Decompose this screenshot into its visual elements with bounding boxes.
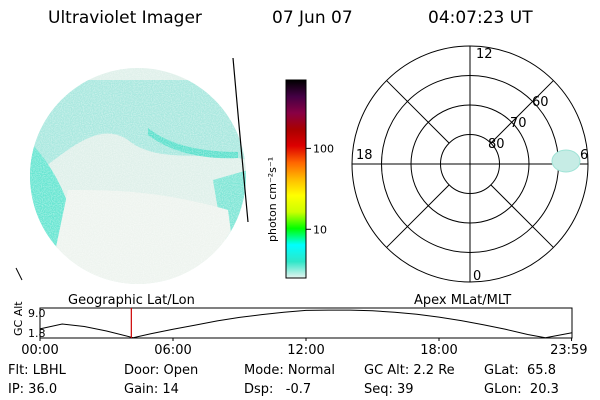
mlt-spoke <box>490 80 554 144</box>
geographic-caption: Geographic Lat/Lon <box>68 293 195 308</box>
limb-tick <box>15 267 23 281</box>
altitude-frame <box>39 307 573 339</box>
limb-line <box>232 57 249 223</box>
lat-label: 70 <box>510 116 527 131</box>
status-field: GLat: 65.8 <box>484 363 556 378</box>
status-field: Door: Open <box>124 363 199 378</box>
y-axis-label: GC Alt <box>12 301 25 336</box>
x-tick-label: 23:59 <box>550 343 587 356</box>
altitude-line <box>39 309 573 339</box>
auroral-image <box>15 57 249 284</box>
x-tick-label: 06:00 <box>154 343 191 356</box>
time-label: 04:07:23 UT <box>428 8 533 28</box>
colorbar-tick-label: 100 <box>313 142 334 155</box>
lat-label: 60 <box>532 95 549 110</box>
status-field: Flt: LBHL <box>8 363 66 378</box>
colorbar-tick-label: 10 <box>313 223 327 236</box>
mlt-spoke <box>490 184 554 248</box>
status-field: GLon: 20.3 <box>484 382 559 397</box>
status-field: Dsp: -0.7 <box>244 382 312 397</box>
mlt-label: 0 <box>473 269 481 284</box>
x-tick-label: 12:00 <box>287 343 324 356</box>
y-tick-label: 1.8 <box>28 327 46 340</box>
x-tick-label: 00:00 <box>21 343 58 356</box>
instrument-title: Ultraviolet Imager <box>48 8 202 28</box>
colorbar-unit-label: photon cm⁻²s⁻¹ <box>266 157 279 242</box>
mlt-label: 6 <box>580 148 588 163</box>
y-tick-label: 9.0 <box>28 307 46 320</box>
mlt-label: 18 <box>356 148 373 163</box>
status-field: Seq: 39 <box>364 382 414 397</box>
status-field: Gain: 14 <box>124 382 179 397</box>
date-label: 07 Jun 07 <box>272 8 353 28</box>
status-field: GC Alt: 2.2 Re <box>364 363 455 378</box>
mlt-spoke <box>386 184 450 248</box>
noise-texture <box>30 68 246 284</box>
apex-caption: Apex MLat/MLT <box>414 293 512 308</box>
altitude-chart: GC Alt 9.0 1.8 00:00 06:00 12:00 18:00 23:59 <box>12 301 588 356</box>
status-field: Mode: Normal <box>244 363 335 378</box>
status-field: IP: 36.0 <box>8 382 58 397</box>
colorbar-scale <box>285 79 307 279</box>
lat-label: 80 <box>488 137 505 152</box>
colorbar: 100 10 photon cm⁻²s⁻¹ <box>266 79 334 279</box>
mlt-spoke <box>386 80 450 144</box>
emission-patch <box>551 149 581 173</box>
x-tick-label: 18:00 <box>420 343 457 356</box>
mlt-label: 12 <box>476 47 493 62</box>
